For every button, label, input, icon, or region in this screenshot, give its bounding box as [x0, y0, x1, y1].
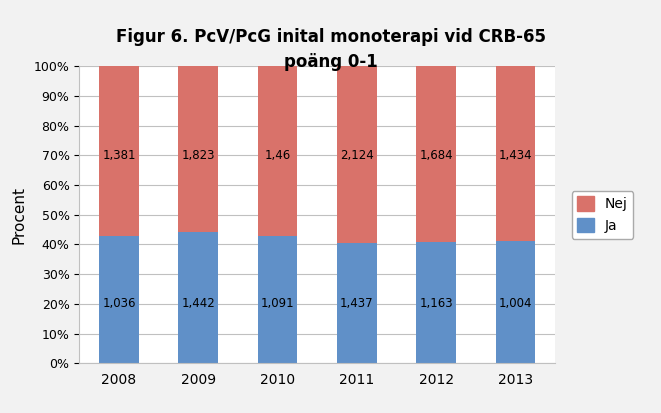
Text: poäng 0-1: poäng 0-1: [284, 53, 377, 71]
Text: 1,036: 1,036: [102, 297, 136, 311]
Bar: [337, 243, 377, 363]
Bar: [99, 236, 139, 363]
Text: 1,381: 1,381: [102, 149, 136, 162]
Text: 1,004: 1,004: [499, 297, 532, 311]
Text: 1,434: 1,434: [499, 149, 532, 162]
Text: 1,163: 1,163: [420, 297, 453, 311]
Text: 1,442: 1,442: [181, 297, 215, 311]
Text: 1,437: 1,437: [340, 297, 373, 311]
Text: 1,091: 1,091: [261, 297, 294, 311]
Bar: [337, 66, 377, 243]
Bar: [416, 66, 456, 242]
Bar: [496, 241, 535, 363]
Text: 2,124: 2,124: [340, 149, 374, 162]
Bar: [99, 66, 139, 236]
Legend: Nej, Ja: Nej, Ja: [572, 191, 633, 239]
Bar: [416, 242, 456, 363]
Bar: [178, 66, 218, 232]
Y-axis label: Procent: Procent: [12, 186, 27, 244]
Text: Figur 6. PcV/PcG inital monoterapi vid CRB-65: Figur 6. PcV/PcG inital monoterapi vid C…: [116, 28, 545, 46]
Text: 1,46: 1,46: [264, 149, 291, 162]
Bar: [258, 66, 297, 236]
Bar: [178, 232, 218, 363]
Bar: [258, 236, 297, 363]
Text: 1,823: 1,823: [182, 149, 215, 162]
Bar: [496, 66, 535, 241]
Text: 1,684: 1,684: [420, 149, 453, 162]
